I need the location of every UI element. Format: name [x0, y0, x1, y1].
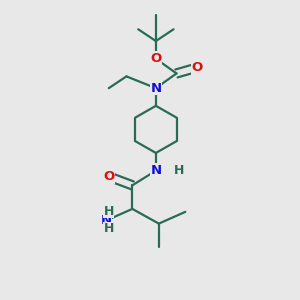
Text: N: N: [100, 214, 111, 227]
Text: O: O: [191, 61, 203, 74]
Text: N: N: [150, 82, 161, 95]
Text: O: O: [150, 52, 161, 65]
Text: H: H: [174, 164, 184, 177]
Text: H: H: [103, 222, 114, 236]
Text: N: N: [150, 164, 161, 177]
Text: H: H: [103, 205, 114, 218]
Text: O: O: [103, 170, 114, 183]
